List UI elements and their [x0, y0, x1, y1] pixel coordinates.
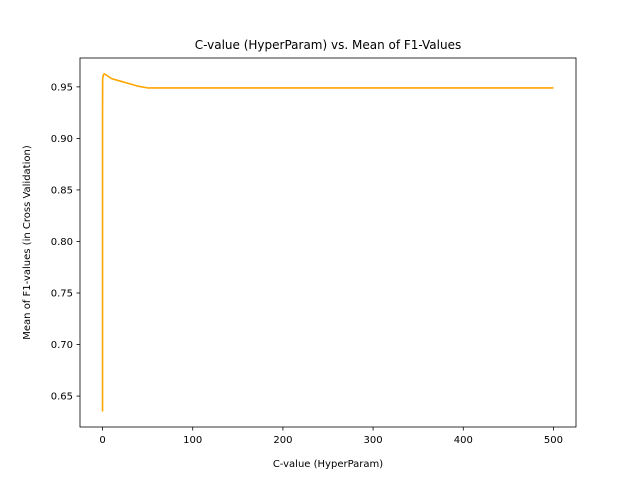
- y-tick-label: 0.95: [51, 82, 73, 93]
- y-tick-label: 0.75: [51, 289, 73, 300]
- x-tick-label: 100: [183, 435, 202, 446]
- x-tick-label: 0: [99, 435, 105, 446]
- y-tick-label: 0.70: [51, 340, 73, 351]
- y-axis-ticks: 0.65 0.70 0.75 0.80 0.85 0.90 0.95: [51, 82, 80, 403]
- axes-frame: [79, 57, 577, 428]
- y-tick-label: 0.90: [51, 134, 73, 145]
- series-layer: [101, 73, 554, 412]
- x-tick-label: 200: [273, 435, 292, 446]
- y-tick-label: 0.80: [51, 237, 73, 248]
- x-tick-label: 400: [454, 435, 473, 446]
- chart-title: C-value (HyperParam) vs. Mean of F1-Valu…: [195, 38, 461, 52]
- x-axis-ticks: 0 100 200 300 400 500: [99, 427, 563, 446]
- x-tick-label: 500: [544, 435, 563, 446]
- y-tick-label: 0.65: [51, 392, 73, 403]
- x-tick-label: 300: [364, 435, 383, 446]
- y-tick-label: 0.85: [51, 185, 73, 196]
- series-line-0: [101, 73, 554, 412]
- y-axis-label: Mean of F1-values (in Cross Validation): [22, 145, 33, 340]
- x-axis-label: C-value (HyperParam): [273, 459, 383, 470]
